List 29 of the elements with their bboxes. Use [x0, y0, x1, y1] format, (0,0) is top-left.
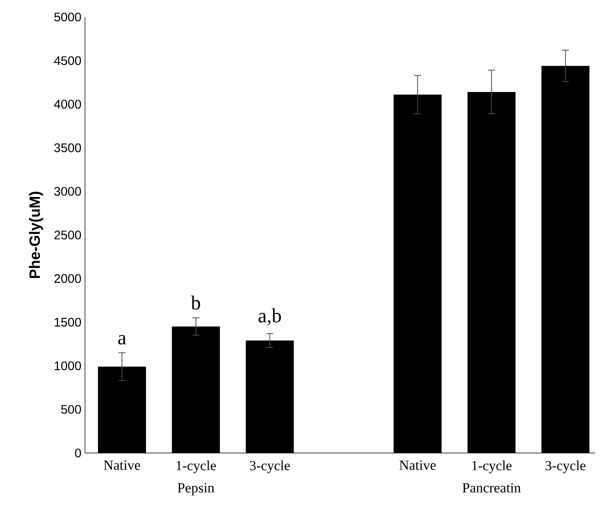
x-tick-label: Native	[104, 460, 140, 470]
bar	[172, 326, 220, 453]
bar	[468, 92, 516, 453]
x-tick-label: 1-cycle	[472, 460, 512, 474]
y-tick-label: 1500	[54, 318, 81, 327]
y-tick-label: 3000	[54, 186, 81, 196]
y-tick-label: 4500	[54, 56, 81, 65]
text: Pepsin	[178, 483, 214, 496]
x-tick-label: 3-cycle	[546, 460, 586, 474]
bar	[246, 340, 294, 453]
bar	[394, 94, 442, 453]
x-tick-label: 1-cycle	[176, 460, 216, 474]
y-tick-label: 2500	[54, 230, 81, 240]
y-axis-title: Phe-Gly(uM)	[29, 192, 43, 278]
y-tick-label: 5000	[54, 12, 81, 22]
text: Pancreatin	[462, 483, 521, 493]
y-tick-label: 4000	[54, 100, 81, 109]
annotation: a,b	[258, 308, 281, 326]
annotation: a	[118, 334, 126, 344]
y-tick-label: 1000	[54, 361, 81, 370]
y-tick-label: 500	[61, 404, 81, 414]
y-tick-label: 2000	[54, 274, 81, 283]
y-tick-label: 3500	[54, 143, 81, 152]
y-tick-label: 0	[75, 448, 81, 458]
x-tick-label: 3-cycle	[250, 460, 290, 474]
bar	[98, 366, 146, 453]
x-tick-label: Native	[399, 460, 436, 470]
annotation: b	[190, 296, 200, 310]
bar	[541, 66, 590, 453]
